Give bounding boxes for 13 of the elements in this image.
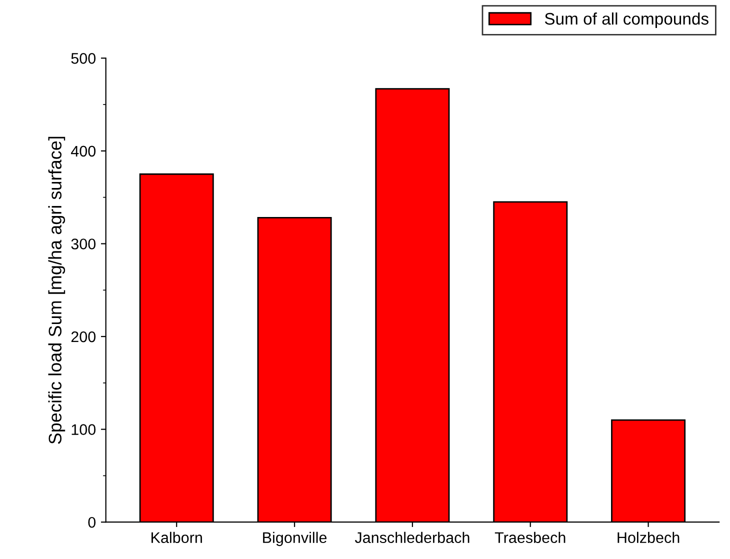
y-axis-title: Specific load Sum [mg/ha agri surface]	[48, 136, 66, 444]
y-tick-label: 300	[71, 238, 96, 250]
y-tick-label: 0	[88, 516, 96, 528]
x-tick-label: Holzbech	[618, 532, 680, 544]
legend-label: Sum of all compounds	[544, 12, 708, 28]
y-tick-label: 200	[71, 331, 96, 342]
x-tick-label: Bigonville	[263, 532, 327, 546]
y-tick-label: 500	[71, 53, 96, 64]
y-tick-label: 100	[72, 424, 96, 435]
y-tick-label: 400	[70, 146, 96, 157]
x-tick-label: Kalborn	[152, 532, 202, 544]
x-tick-label: Janschlederbach	[354, 532, 470, 544]
x-tick-label: Traesbech	[494, 532, 566, 544]
